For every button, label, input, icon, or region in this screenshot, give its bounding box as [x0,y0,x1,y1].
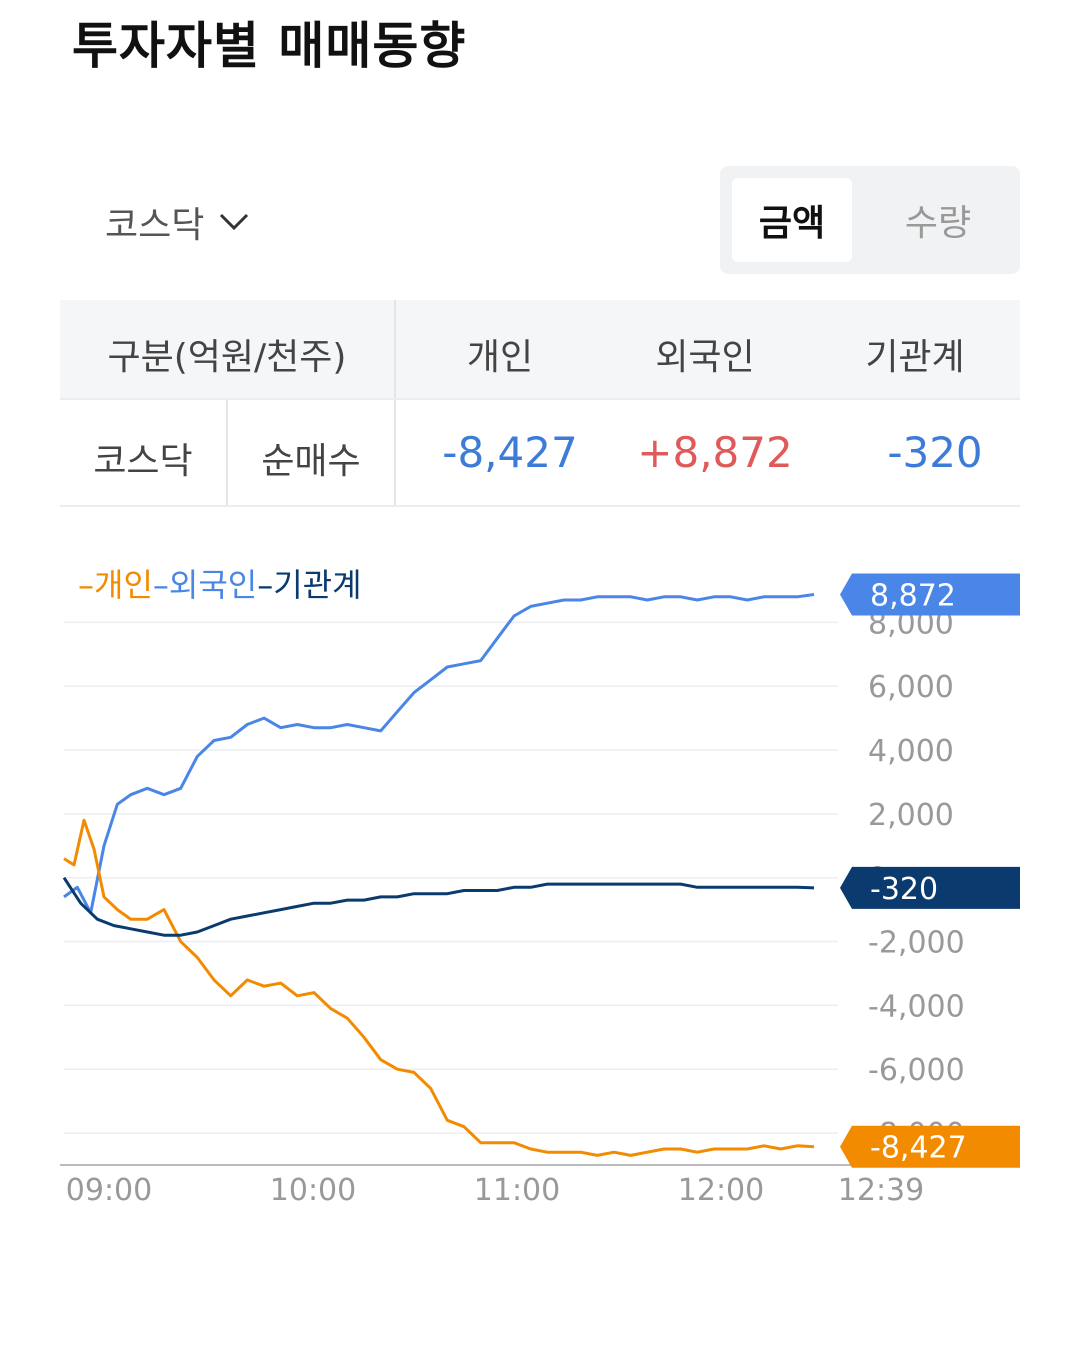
market-selector[interactable]: 코스닥 [105,196,250,248]
value-individual: -8,427 [442,428,578,477]
chevron-down-icon [218,212,250,232]
table-header [60,300,1020,398]
end-label-individual-bg [840,1125,1020,1168]
value-foreign: +8,872 [637,428,793,477]
foreign-series-line [63,593,815,915]
page-title: 투자자별 매매동향 [72,17,467,75]
x-tick-label: 09:00 [66,1173,152,1208]
legend-individual: –개인 [78,566,153,604]
x-tick-label: 12:39 [838,1173,924,1208]
end-label-individual: -8,427 [870,1131,967,1166]
header-category: 구분(억원/천주) [107,337,347,378]
amount-quantity-toggle: 금액 수량 [720,166,1020,274]
x-tick-label: 10:00 [270,1173,356,1208]
y-tick-label: -2,000 [868,926,965,961]
y-tick-label: -4,000 [868,989,965,1024]
investor-table: 구분(억원/천주) 개인 외국인 기관계 코스닥 순매수 -8,427 +8,8… [60,300,1020,507]
tab-quantity[interactable]: 수량 [904,203,972,244]
investor-trend-chart: 8,0006,0004,0002,0000-2,000-4,000-6,000-… [60,573,1020,1208]
y-tick-label: -6,000 [868,1053,965,1088]
row-market: 코스닥 [93,441,193,482]
market-selector-label: 코스닥 [105,205,205,246]
header-institution: 기관계 [865,337,965,378]
chart-legend: –개인 –외국인 –기관계 [78,560,362,606]
x-tick-label: 11:00 [474,1173,560,1208]
column-divider [394,300,396,507]
y-tick-label: 2,000 [868,798,954,833]
x-tick-label: 12:00 [678,1173,764,1208]
end-label-foreign-bg [840,573,1020,616]
value-institution: -320 [887,428,983,477]
end-label-institution-bg [840,866,1020,909]
y-tick-label: 6,000 [868,670,954,705]
y-tick-label: 4,000 [868,734,954,769]
legend-foreign: –외국인 [152,566,258,604]
end-label-foreign: 8,872 [870,579,956,614]
header-foreign: 외국인 [655,337,755,378]
legend-institution: –기관계 [257,566,362,604]
header-individual: 개인 [466,337,534,378]
row-divider [60,398,1020,400]
end-label-institution: -320 [870,872,938,907]
institution-series-line [62,876,815,937]
individual-series-line [63,818,815,1157]
tab-amount[interactable]: 금액 [732,178,852,262]
column-divider [226,398,228,507]
row-divider [60,505,1020,507]
row-type: 순매수 [261,441,361,482]
